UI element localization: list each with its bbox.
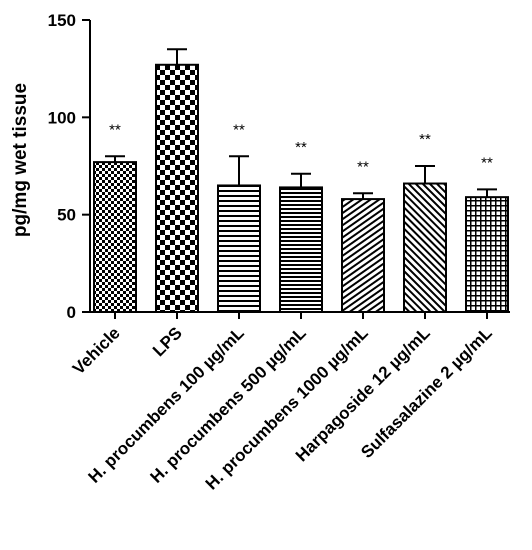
significance-marker: ** bbox=[481, 154, 493, 171]
y-tick-label: 0 bbox=[67, 303, 76, 322]
x-tick-label: Sulfasalazine 2 µg/mL bbox=[357, 323, 496, 462]
y-tick-label: 150 bbox=[48, 11, 76, 30]
bar bbox=[341, 198, 385, 314]
significance-marker: ** bbox=[233, 121, 245, 138]
bar bbox=[93, 161, 137, 313]
significance-marker: ** bbox=[295, 139, 307, 156]
x-tick-label: Vehicle bbox=[69, 323, 124, 378]
bar bbox=[465, 196, 509, 313]
significance-marker: ** bbox=[109, 121, 121, 138]
significance-markers: ** ** ** ** ** ** bbox=[109, 121, 493, 175]
error-bars bbox=[105, 48, 497, 200]
y-tick-label: 100 bbox=[48, 108, 76, 127]
x-ticks bbox=[114, 312, 488, 319]
significance-marker: ** bbox=[419, 131, 431, 148]
significance-marker: ** bbox=[357, 158, 369, 175]
bars bbox=[93, 63, 509, 314]
bar bbox=[403, 182, 447, 313]
y-ticks: 0 50 100 150 bbox=[48, 11, 90, 322]
bar bbox=[217, 184, 261, 313]
y-axis-label: pg/mg wet tissue bbox=[10, 83, 31, 237]
bar bbox=[155, 63, 199, 313]
bar bbox=[279, 186, 323, 313]
y-tick-label: 50 bbox=[57, 206, 76, 225]
x-tick-label: LPS bbox=[149, 323, 186, 360]
